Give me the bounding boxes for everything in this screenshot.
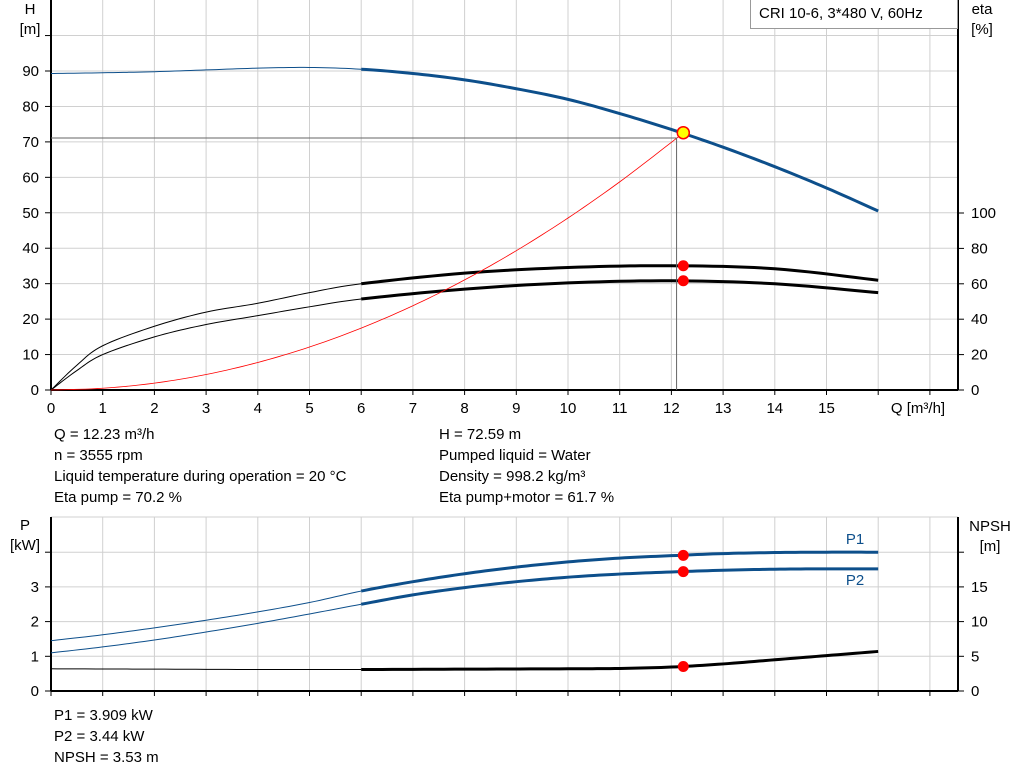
marker-p1	[677, 549, 689, 561]
marker-eta-pump-motor	[677, 275, 689, 287]
series-label-P1: P1	[846, 531, 864, 548]
y-tick-label: 30	[22, 276, 39, 293]
info-h: H = 72.59 m	[439, 426, 522, 443]
y-tick-label: 20	[22, 311, 39, 328]
y-axis-label: H	[25, 1, 36, 18]
duty-point-marker	[676, 125, 691, 140]
x-tick-label: 11	[612, 400, 628, 417]
x-tick-label: 6	[357, 400, 365, 417]
y-tick-label: 0	[31, 683, 39, 700]
curve-eta-pump-thin	[50, 283, 362, 391]
curve-head	[361, 67, 879, 213]
curve-NPSH-thin	[50, 668, 362, 671]
x-tick-label: 3	[202, 400, 210, 417]
y-tick-label: 0	[31, 382, 39, 399]
y-tick-label: 70	[22, 134, 39, 151]
x-tick-label: 2	[150, 400, 158, 417]
x-tick-label: 8	[460, 400, 468, 417]
y-tick-label: 3	[31, 579, 39, 596]
y-tick-label: 80	[22, 98, 39, 115]
info-p1: P1 = 3.909 kW	[54, 707, 153, 724]
y2-axis-unit: [m]	[980, 538, 1001, 555]
x-tick-label: 9	[512, 400, 520, 417]
curve-system-curve-thin	[50, 132, 684, 391]
info-eta-pump: Eta pump = 70.2 %	[54, 489, 182, 506]
info-speed: n = 3555 rpm	[54, 447, 143, 464]
y2-tick-label: 100	[971, 205, 996, 222]
y2-tick-label: 40	[971, 311, 988, 328]
info-eta-pump-motor: Eta pump+motor = 61.7 %	[439, 489, 615, 506]
curve-eta-pump	[361, 264, 879, 286]
y-tick-label: 90	[22, 63, 39, 80]
x-tick-label: 1	[99, 400, 107, 417]
x-tick-label: 14	[766, 400, 783, 417]
marker-eta-pump	[677, 260, 689, 272]
x-tick-label: 0	[47, 400, 55, 417]
y2-tick-label: 20	[971, 347, 988, 364]
info-temperature: Liquid temperature during operation = 20…	[54, 468, 347, 485]
x-tick-label: 4	[254, 400, 262, 417]
info-top-left: Q = 12.23 m³/h n = 3555 rpm Liquid tempe…	[54, 424, 346, 508]
y2-tick-label: 60	[971, 276, 988, 293]
x-tick-label: 7	[409, 400, 417, 417]
y2-axis-unit: [%]	[971, 21, 993, 38]
y2-tick-label: 0	[971, 683, 979, 700]
series-label-P2: P2	[846, 572, 864, 589]
marker-npsh	[677, 661, 689, 673]
curve-head-thin	[50, 66, 362, 74]
pump-title-box: CRI 10-6, 3*480 V, 60Hz	[750, 0, 958, 29]
y2-tick-label: 10	[971, 614, 988, 631]
y-axis-unit: [kW]	[10, 537, 40, 554]
x-tick-label: 5	[305, 400, 313, 417]
y2-tick-label: 15	[971, 579, 988, 596]
curve-NPSH	[361, 649, 879, 671]
y-tick-label: 1	[31, 648, 39, 665]
x-tick-label: 10	[560, 400, 577, 417]
y2-tick-label: 80	[971, 240, 988, 257]
curve-eta-pump-motor	[361, 279, 879, 301]
y2-tick-label: 5	[971, 648, 979, 665]
y-tick-label: 50	[22, 205, 39, 222]
y-axis-label: P	[20, 517, 30, 534]
info-q: Q = 12.23 m³/h	[54, 426, 155, 443]
x-tick-label: 12	[663, 400, 680, 417]
info-bottom: P1 = 3.909 kW P2 = 3.44 kW NPSH = 3.53 m	[54, 705, 159, 768]
info-p2: P2 = 3.44 kW	[54, 728, 145, 745]
y2-axis-label: NPSH	[969, 518, 1011, 535]
info-liquid: Pumped liquid = Water	[439, 447, 591, 464]
info-npsh: NPSH = 3.53 m	[54, 749, 159, 766]
x-tick-label: 13	[715, 400, 732, 417]
y-tick-label: 2	[31, 614, 39, 631]
info-density: Density = 998.2 kg/m³	[439, 468, 586, 485]
info-top-right: H = 72.59 m Pumped liquid = Water Densit…	[439, 424, 614, 508]
y-tick-label: 40	[22, 240, 39, 257]
curve-eta-pump-motor-thin	[50, 298, 362, 391]
curve-P2	[360, 567, 879, 606]
marker-p2	[677, 566, 689, 578]
x-axis-label: Q [m³/h]	[891, 400, 945, 417]
y2-axis-label: eta	[972, 1, 994, 18]
curve-P1	[360, 550, 879, 593]
y-tick-label: 60	[22, 169, 39, 186]
x-tick-label: 15	[818, 400, 835, 417]
y2-tick-label: 0	[971, 382, 979, 399]
y-tick-label: 10	[22, 347, 39, 364]
y-axis-unit: [m]	[20, 21, 41, 38]
curve-P2-thin	[50, 603, 362, 654]
curve-P1-thin	[50, 590, 362, 642]
